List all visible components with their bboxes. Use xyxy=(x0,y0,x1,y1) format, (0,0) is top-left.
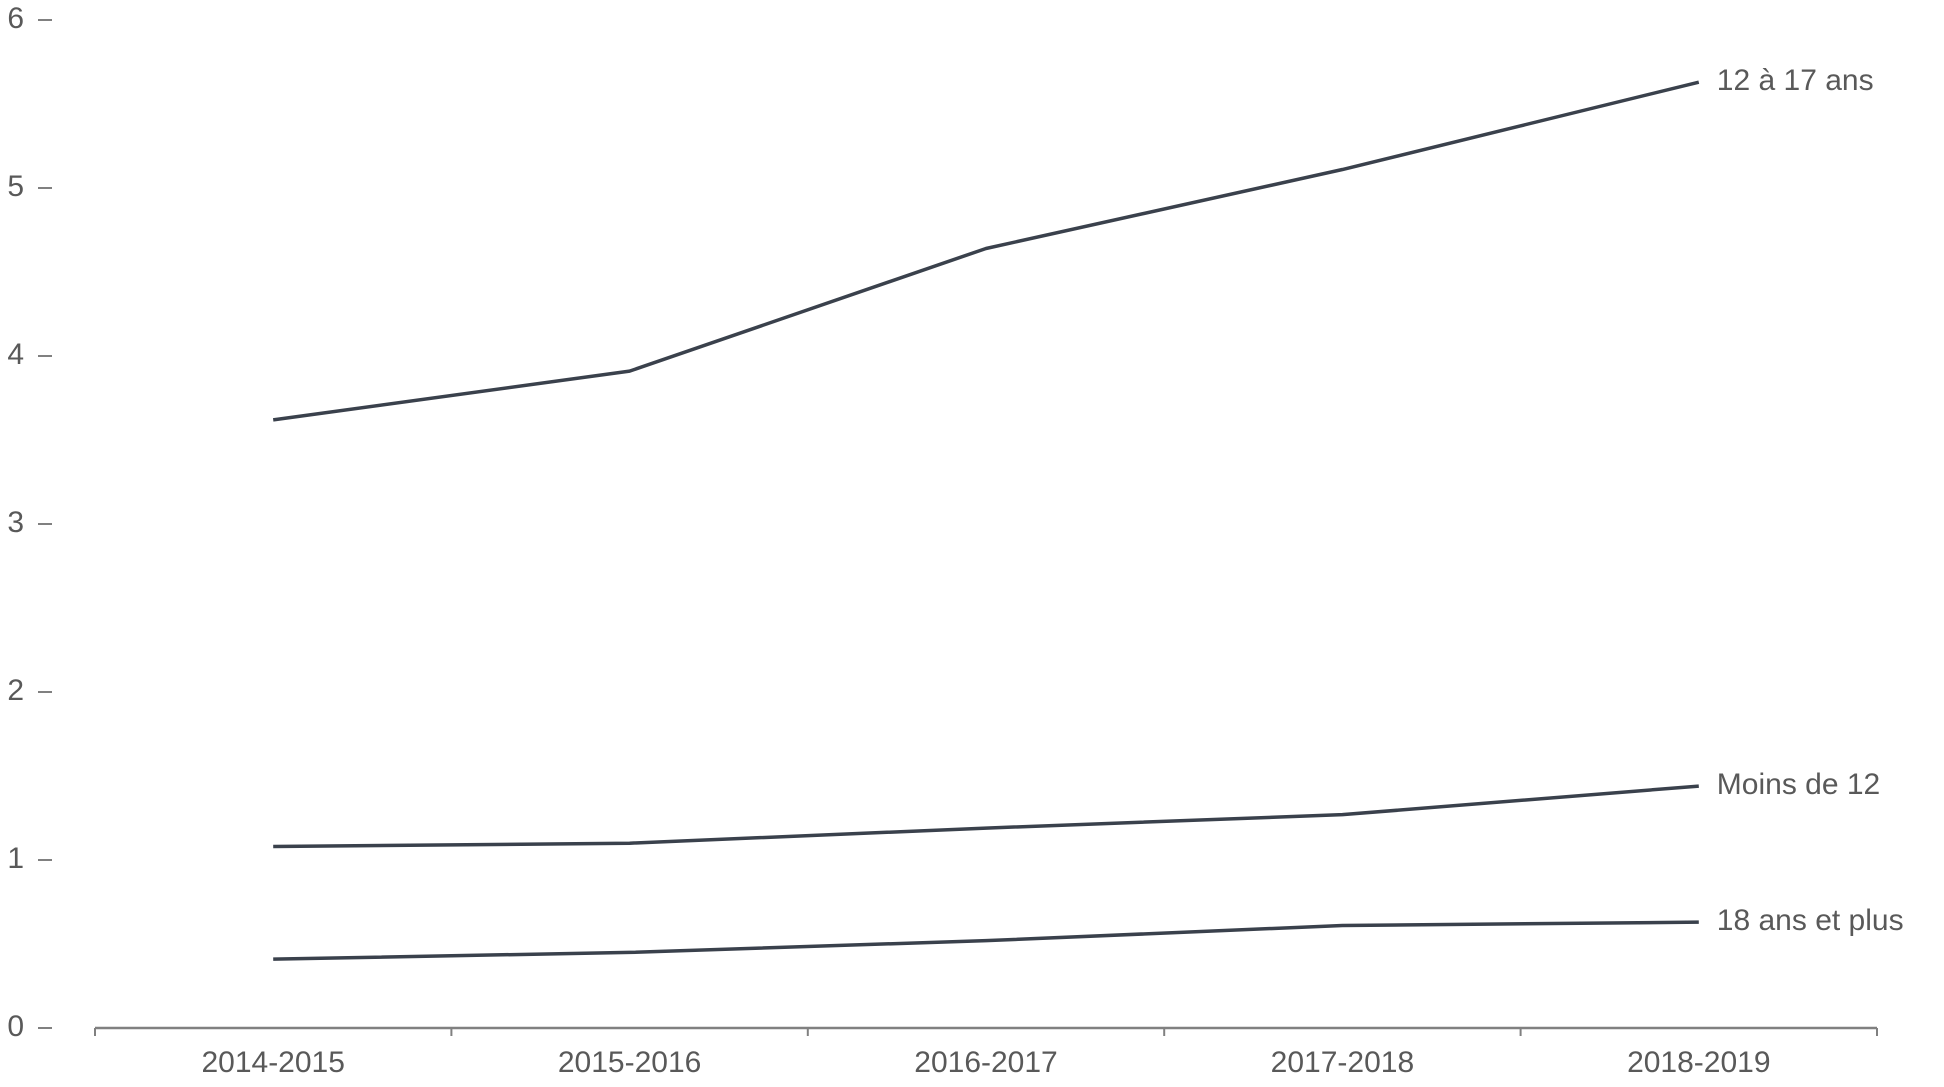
x-tick-label: 2018-2019 xyxy=(1627,1046,1770,1079)
y-tick-label: 2 xyxy=(7,674,24,707)
line xyxy=(273,784,1699,849)
series-label: 12 à 17 ans xyxy=(1717,64,1874,97)
y-tick-label: 5 xyxy=(7,170,24,203)
series-label: Moins de 12 xyxy=(1717,768,1880,801)
line xyxy=(273,920,1699,961)
y-tick-label: 0 xyxy=(7,1010,24,1043)
y-tick-label: 1 xyxy=(7,842,24,875)
x-tick-label: 2015-2016 xyxy=(558,1046,701,1079)
x-tick-label: 2016-2017 xyxy=(914,1046,1057,1079)
y-tick-label: 4 xyxy=(7,338,24,371)
x-tick-label: 2014-2015 xyxy=(201,1046,344,1079)
series-label: 18 ans et plus xyxy=(1717,904,1904,937)
y-tick-label: 3 xyxy=(7,506,24,539)
line xyxy=(272,80,1700,422)
x-tick-label: 2017-2018 xyxy=(1271,1046,1414,1079)
y-tick-label: 6 xyxy=(7,2,24,35)
